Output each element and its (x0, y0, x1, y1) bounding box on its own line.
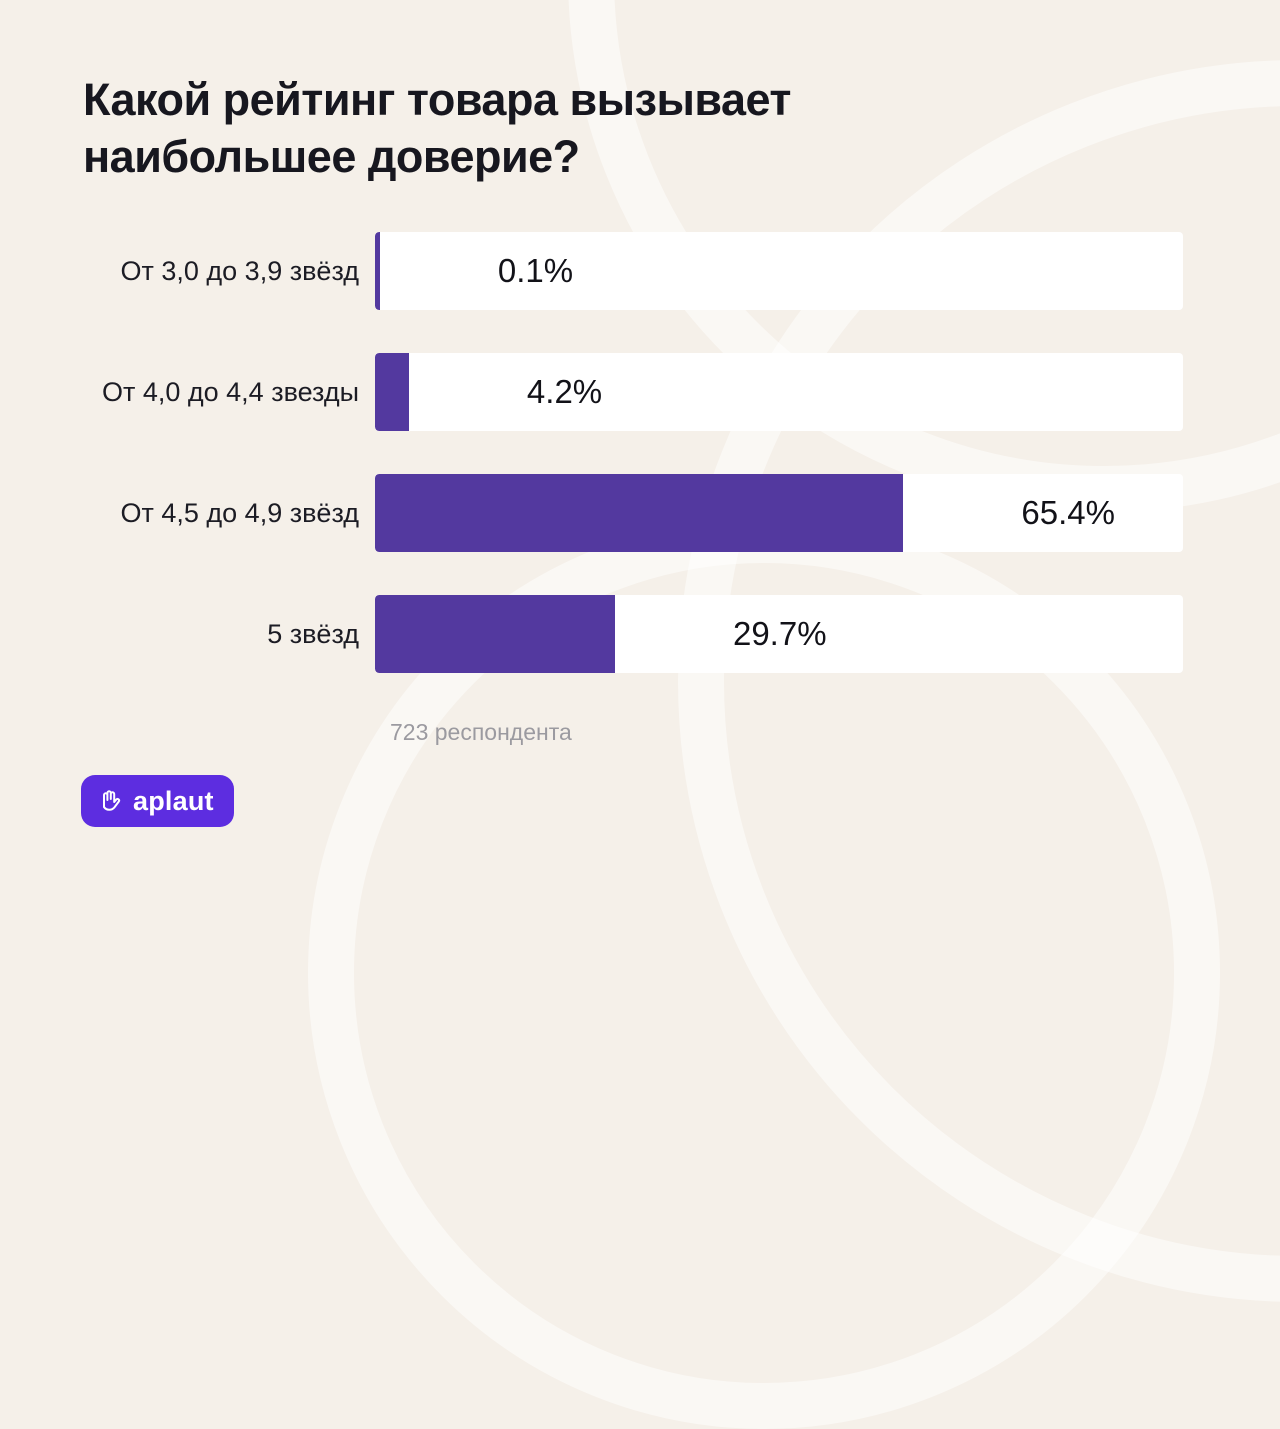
bar-track: 4.2% (375, 353, 1183, 431)
bar-category-label: От 3,0 до 3,9 звёзд (120, 255, 360, 286)
infographic: Какой рейтинг товара вызывает наибольшее… (0, 74, 1280, 827)
bar-value-label: 29.7% (732, 615, 827, 652)
bar-row: От 4,5 до 4,9 звёзд 65.4% (0, 474, 1280, 552)
bar-track: 65.4% (375, 474, 1183, 552)
aplaut-logo: aplaut (81, 775, 234, 827)
bar-fill (375, 353, 409, 431)
bar-value-label: 4.2% (526, 373, 603, 410)
bar-row: От 3,0 до 3,9 звёзд 0.1% (0, 232, 1280, 310)
bar-chart: От 3,0 до 3,9 звёзд 0.1% От 4,0 до 4,4 зве… (0, 232, 1280, 716)
aplaut-hand-icon (95, 786, 125, 816)
bar-value-label: 65.4% (1021, 494, 1115, 531)
bar-value-label: 0.1% (497, 252, 574, 289)
bar-fill (375, 232, 380, 310)
bar-fill (375, 595, 615, 673)
bar-fill (375, 474, 904, 552)
bar-category-label: От 4,0 до 4,4 звезды (101, 376, 359, 407)
aplaut-logo-text: aplaut (133, 785, 214, 816)
bar-track: 29.7% (375, 595, 1183, 673)
page-title: Какой рейтинг товара вызывает наибольшее… (83, 74, 791, 182)
bar-row: 5 звёзд 29.7% (0, 595, 1280, 673)
bar-track: 0.1% (375, 232, 1183, 310)
bar-row: От 4,0 до 4,4 звезды 4.2% (0, 353, 1280, 431)
bar-category-label: 5 звёзд (267, 618, 359, 649)
respondents-count: 723 респондента (390, 719, 572, 745)
bar-category-label: От 4,5 до 4,9 звёзд (120, 497, 360, 528)
